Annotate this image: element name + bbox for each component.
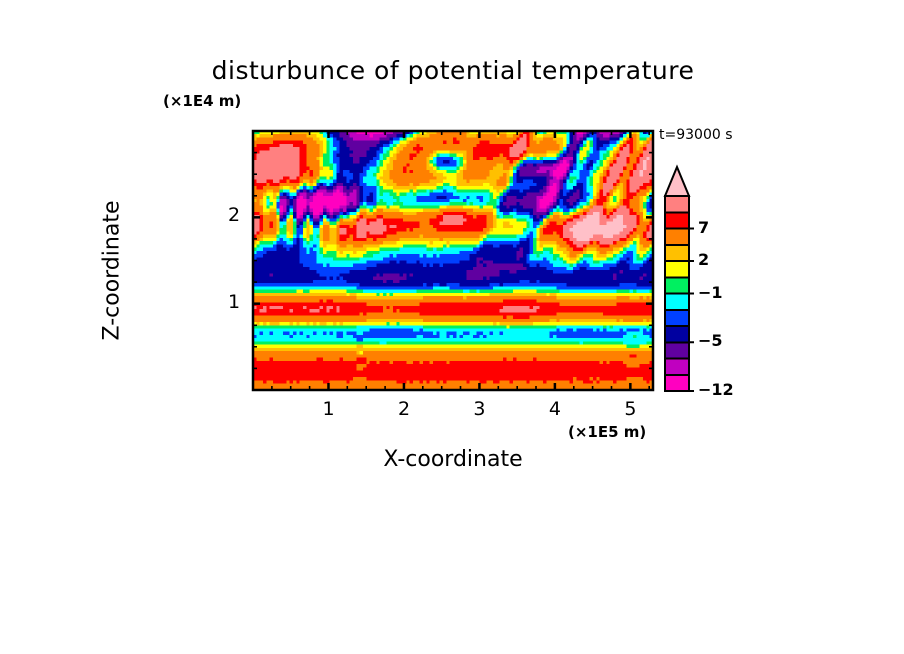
z-axis-unit-label: (×1E4 m): [163, 92, 242, 110]
x-axis-unit-label: (×1E5 m): [568, 423, 647, 441]
colorbar-tick-label: 7: [698, 217, 710, 237]
x-tick-label: 1: [322, 398, 335, 420]
axis-ticks: [253, 131, 653, 390]
page-title: disturbunce of potential temperature: [211, 56, 695, 85]
x-tick-label: 5: [624, 398, 637, 420]
y-axis-label: Z-coordinate: [99, 200, 125, 341]
colorbar-tick-label: −1: [698, 282, 723, 302]
colorbar-tick-label: 2: [698, 250, 710, 269]
x-axis-label: X-coordinate: [383, 447, 523, 472]
x-tick-label: 3: [473, 398, 486, 420]
colorbar-swatches: [663, 164, 694, 392]
y-tick-label: 2: [228, 204, 241, 227]
contour-field: [253, 131, 653, 390]
timestamp-annotation: t=93000 s: [659, 127, 733, 143]
colorbar-tick-label: −5: [698, 331, 723, 351]
x-tick-label: 4: [548, 398, 561, 420]
y-tick-label: 1: [228, 290, 241, 313]
x-tick-label: 2: [397, 398, 411, 420]
colorbar-tick-label: −12: [698, 380, 734, 399]
